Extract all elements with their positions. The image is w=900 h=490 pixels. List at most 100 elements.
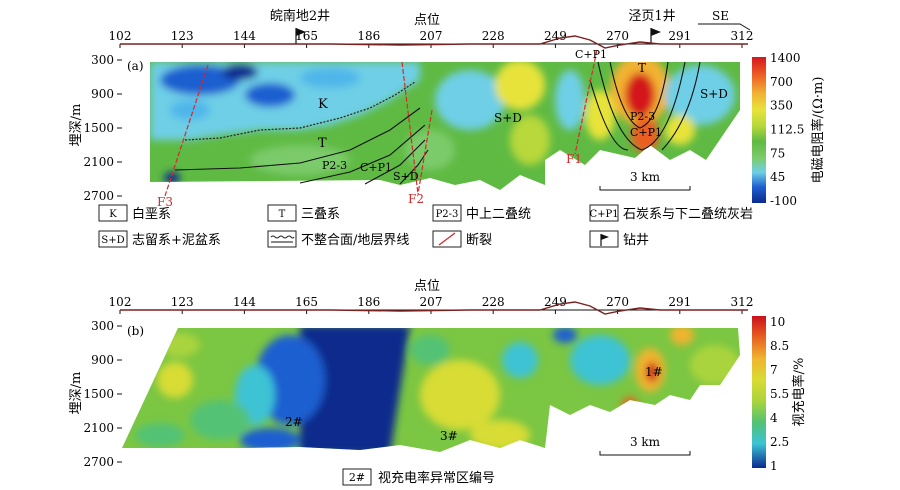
top-axis-a: 皖南地2井 点位 泾页1井 SE 102 123 144 165 186 207 228 24… xyxy=(109,8,754,49)
legend-text: 三叠系 xyxy=(301,207,340,222)
panel-a: (a) 埋深/m 300 900 1500 2100 2700 xyxy=(69,48,826,209)
y-tick-label: 300 xyxy=(91,53,114,67)
scale-bar-a: 3 km xyxy=(599,170,691,191)
strata-boundary xyxy=(174,107,421,171)
svg-text:3 km: 3 km xyxy=(630,435,661,449)
tick-label: 270 xyxy=(606,295,629,309)
tick-label: 102 xyxy=(109,295,132,309)
well-b-label: 泾页1井 xyxy=(628,9,675,24)
panel-a-y-title: 埋深/m xyxy=(69,104,84,147)
y-tick-label: 1500 xyxy=(83,387,114,401)
anomaly-label: 3# xyxy=(440,429,458,443)
y-tick-label: 1500 xyxy=(83,121,114,135)
well-a-label: 皖南地2井 xyxy=(270,8,330,24)
legend-item: C+P1 石炭系与下二叠统灰岩 xyxy=(589,204,753,222)
tick-label: 228 xyxy=(482,29,505,43)
unit-label: T xyxy=(638,61,646,75)
strata-boundary xyxy=(589,79,629,151)
well-legend-icon xyxy=(600,234,609,246)
strata-boundary xyxy=(364,139,426,185)
topography-line-b xyxy=(120,301,748,315)
legend-item: 钻井 xyxy=(589,230,649,248)
tick-label: 186 xyxy=(357,29,380,43)
unit-label: S+D xyxy=(393,170,419,183)
tick-label: 291 xyxy=(668,29,691,43)
legend-text: 不整合面/地层界线 xyxy=(301,233,409,248)
scale-bar-b: 3 km xyxy=(599,435,691,456)
colorbar-tick-label: 1 xyxy=(770,459,778,473)
legend-item: 不整合面/地层界线 xyxy=(267,230,409,248)
legend: K 白垩系 T 三叠系 P2-3 中上二叠统 C+P1 石炭系与下二叠统灰岩 S+D 志留系+泥盆… xyxy=(98,204,753,248)
colorbar-tick-label: 112.5 xyxy=(770,123,804,137)
panel-b: (b) 埋深/m 300 900 1500 2100 2700 xyxy=(69,315,807,486)
fault-label-f3: F3 xyxy=(157,195,173,209)
fault-line-f2 xyxy=(417,109,433,195)
colorbar-a-title: 电磁电阻率/(Ω·m) xyxy=(810,77,826,184)
tick-label: 144 xyxy=(233,295,256,309)
unit-label: P2-3 xyxy=(630,110,655,123)
anomaly-label: 2# xyxy=(285,415,303,429)
colorbar-tick-label: 75 xyxy=(770,146,785,160)
colorbar-b-title: 视充电率/% xyxy=(791,358,807,427)
y-tick-label: 900 xyxy=(91,353,114,367)
fault-label-f1: F1 xyxy=(566,152,582,166)
fault-line-f3 xyxy=(164,64,209,197)
unit-label: K xyxy=(318,97,328,112)
tick-label: 165 xyxy=(295,295,318,309)
strata-boundary xyxy=(299,124,426,184)
strata-boundary xyxy=(661,61,701,151)
legend-symbol: T xyxy=(279,209,286,220)
legend-item: 断裂 xyxy=(432,230,492,248)
svg-text:2#: 2# xyxy=(349,471,365,484)
tick-label: 312 xyxy=(731,29,754,43)
legend-item: P2-3 中上二叠统 xyxy=(432,204,531,222)
unit-label: S+D xyxy=(494,111,522,125)
tick-label: 312 xyxy=(731,295,754,309)
colorbar-tick-label: 5.5 xyxy=(770,387,789,401)
unit-label: C+P1 xyxy=(630,126,662,139)
y-tick-label: 2700 xyxy=(83,189,114,203)
unit-label: S+D xyxy=(700,87,728,101)
legend-symbol: C+P1 xyxy=(589,209,618,220)
tick-label: 249 xyxy=(544,29,567,43)
panel-b-y-title: 埋深/m xyxy=(69,372,84,415)
colorbar-tick-label: 45 xyxy=(770,170,785,184)
colorbar-tick-label: 4 xyxy=(770,411,778,425)
legend-item: K 白垩系 xyxy=(98,204,171,222)
unit-label: T xyxy=(318,136,327,151)
tick-label: 165 xyxy=(295,29,318,43)
colorbar-tick-label: 350 xyxy=(770,99,793,113)
resistivity-section xyxy=(150,62,740,190)
legend-symbol: P2-3 xyxy=(436,209,459,220)
y-tick-label: 2100 xyxy=(83,421,114,435)
colorbar-tick-label: 7 xyxy=(770,363,778,377)
unit-label: C+P1 xyxy=(575,48,607,61)
y-tick-label: 2100 xyxy=(83,155,114,169)
tick-label: 102 xyxy=(109,29,132,43)
legend-symbol: K xyxy=(109,209,117,220)
anomaly-label: 1# xyxy=(645,365,663,379)
legend-symbol: S+D xyxy=(101,235,124,246)
unit-label: C+P1 xyxy=(360,161,392,174)
fault-line-f2 xyxy=(401,61,419,195)
top-axis-title: 点位 xyxy=(414,13,440,28)
tick-label: 186 xyxy=(357,295,380,309)
top-axis-b: 点位 102 123 144 165 186 207 228 249 270 291 312 xyxy=(109,279,754,315)
strata-boundary xyxy=(609,61,669,129)
topography-line-a xyxy=(120,35,748,49)
tick-label: 270 xyxy=(606,29,629,43)
tick-label: 249 xyxy=(544,295,567,309)
tick-label: 123 xyxy=(171,295,194,309)
unconformity-line xyxy=(184,81,416,141)
colorbar-tick-label: 8.5 xyxy=(770,339,789,353)
y-tick-label: 900 xyxy=(91,87,114,101)
well-a-flag-icon xyxy=(295,28,306,44)
tick-label: 207 xyxy=(420,295,443,309)
unconformity-legend-icon xyxy=(270,235,295,239)
colorbar-a: 1400 700 350 112.5 75 45 -100 电磁电阻率/(Ω·m) xyxy=(752,51,826,208)
unit-label: P2-3 xyxy=(322,159,347,172)
fault-label-f2: F2 xyxy=(408,192,424,206)
svg-text:3 km: 3 km xyxy=(630,170,661,184)
legend-text: 石炭系与下二叠统灰岩 xyxy=(623,207,753,222)
